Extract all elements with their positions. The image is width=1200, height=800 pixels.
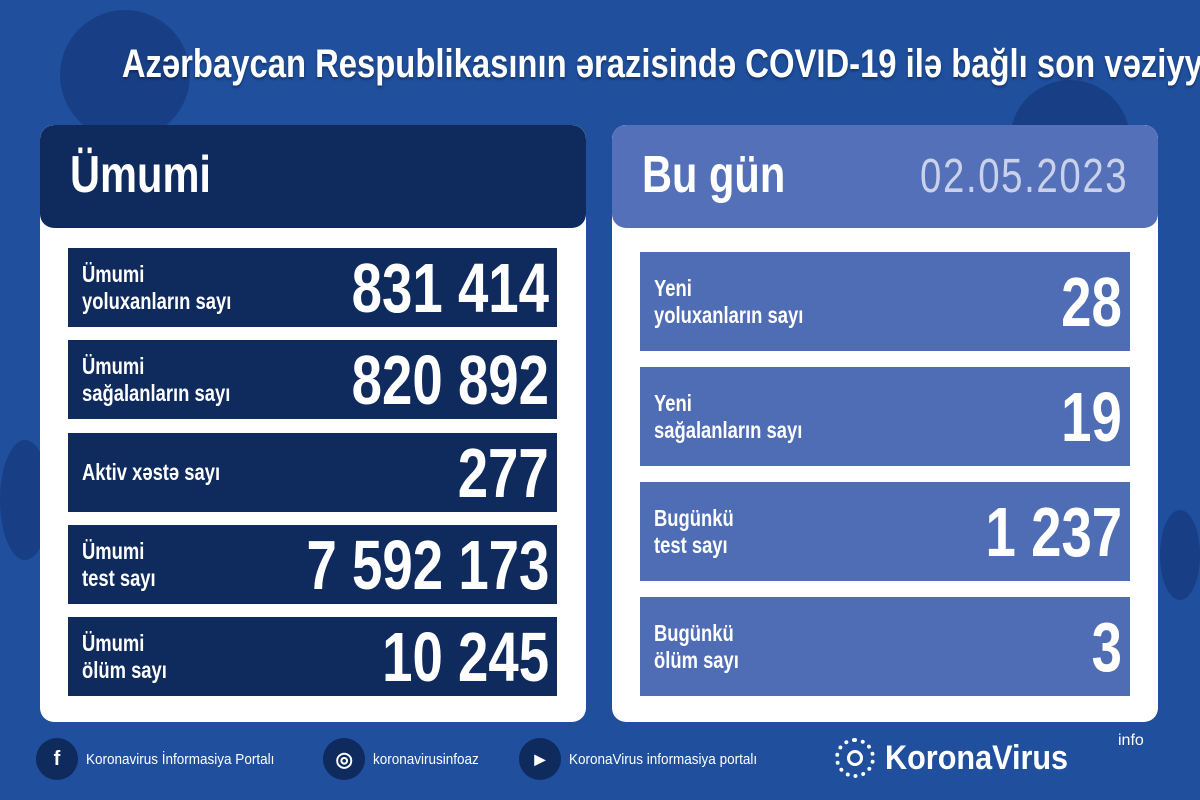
koronavirus-logo: KoronaVirus info (835, 732, 1144, 778)
facebook-icon[interactable]: f (36, 738, 78, 780)
page-title: Azərbaycan Respublikasının ərazisində CO… (121, 42, 1200, 86)
stat-row: Yeni sağalanların sayı 19 (640, 367, 1130, 466)
stat-value: 1 237 (985, 492, 1122, 571)
stat-value: 820 892 (351, 340, 549, 419)
overall-heading: Ümumi (70, 146, 211, 204)
stat-label: Yeni (654, 274, 692, 301)
stat-label: sağalanların sayı (82, 379, 231, 406)
sun-icon (835, 738, 875, 778)
stat-label: Ümumi (82, 352, 145, 379)
virus-decoration (60, 10, 190, 140)
virus-decoration (1160, 510, 1200, 600)
overall-panel: Ümumi Ümumi yoluxanların sayı 831 414 Ümum… (40, 125, 586, 722)
instagram-link[interactable]: koronavirusinfoaz (373, 750, 480, 768)
stat-label: test sayı (82, 564, 156, 591)
today-heading: Bu gün (642, 146, 786, 204)
youtube-link[interactable]: KoronaVirus informasiya portalı (568, 750, 757, 768)
stat-row: Bugünkü test sayı 1 237 (640, 482, 1130, 581)
stat-value: 831 414 (351, 248, 549, 327)
footer: f Koronavirus İnformasiya Portalı ◎ koro… (36, 738, 806, 780)
stat-label: Ümumi (82, 537, 145, 564)
stat-label: test sayı (654, 531, 728, 558)
stat-value: 19 (1061, 377, 1122, 456)
overall-header: Ümumi (40, 125, 586, 228)
stat-row: Bugünkü ölüm sayı 3 (640, 597, 1130, 696)
stat-label: yoluxanların sayı (82, 287, 232, 314)
stat-label: yoluxanların sayı (654, 301, 804, 328)
stat-label: ölüm sayı (654, 646, 739, 673)
stat-value: 28 (1061, 262, 1122, 341)
stat-label: Ümumi (82, 629, 145, 656)
facebook-link[interactable]: Koronavirus İnformasiya Portalı (86, 750, 275, 768)
stat-row: Aktiv xəstə sayı 277 (68, 433, 557, 512)
stat-value: 277 (457, 433, 549, 512)
stat-label: Bugünkü (654, 504, 734, 531)
stat-label: Ümumi (82, 260, 145, 287)
stat-value: 10 245 (381, 617, 549, 696)
stat-value: 7 592 173 (306, 525, 549, 604)
stat-row: Ümumi yoluxanların sayı 831 414 (68, 248, 557, 327)
today-header: Bu gün 02.05.2023 (612, 125, 1158, 228)
stat-label: Aktiv xəstə sayı (82, 459, 221, 485)
stat-label: sağalanların sayı (654, 416, 803, 443)
stat-value: 3 (1091, 607, 1122, 686)
stat-label: Bugünkü (654, 619, 734, 646)
stat-label: Yeni (654, 389, 692, 416)
instagram-icon[interactable]: ◎ (323, 738, 366, 780)
stat-row: Ümumi test sayı 7 592 173 (68, 525, 557, 604)
stat-row: Yeni yoluxanların sayı 28 (640, 252, 1130, 351)
stat-row: Ümumi ölüm sayı 10 245 (68, 617, 557, 696)
logo-sup: info (1118, 732, 1144, 749)
today-panel: Bu gün 02.05.2023 Yeni yoluxanların sayı 2… (612, 125, 1158, 722)
stat-row: Ümumi sağalanların sayı 820 892 (68, 340, 557, 419)
date: 02.05.2023 (919, 150, 1128, 203)
stat-label: ölüm sayı (82, 656, 167, 683)
youtube-icon[interactable]: ▶ (518, 738, 561, 780)
logo-brand: KoronaVirus (885, 738, 1069, 777)
